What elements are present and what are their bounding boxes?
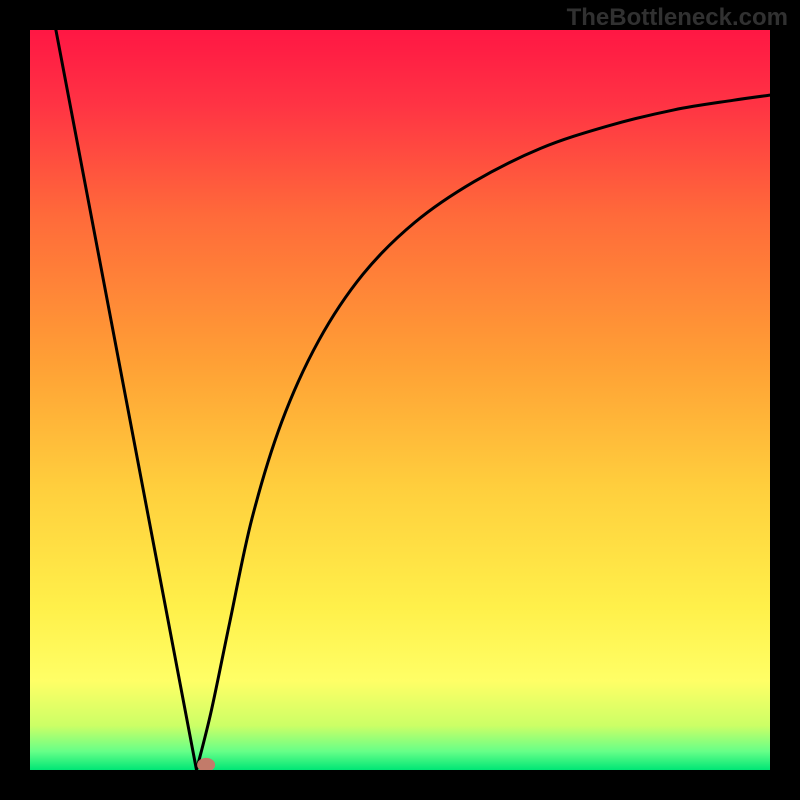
- chart-container: TheBottleneck.com: [0, 0, 800, 800]
- plot-area: [30, 30, 770, 770]
- curve-svg: [30, 30, 770, 770]
- watermark-text: TheBottleneck.com: [567, 4, 788, 32]
